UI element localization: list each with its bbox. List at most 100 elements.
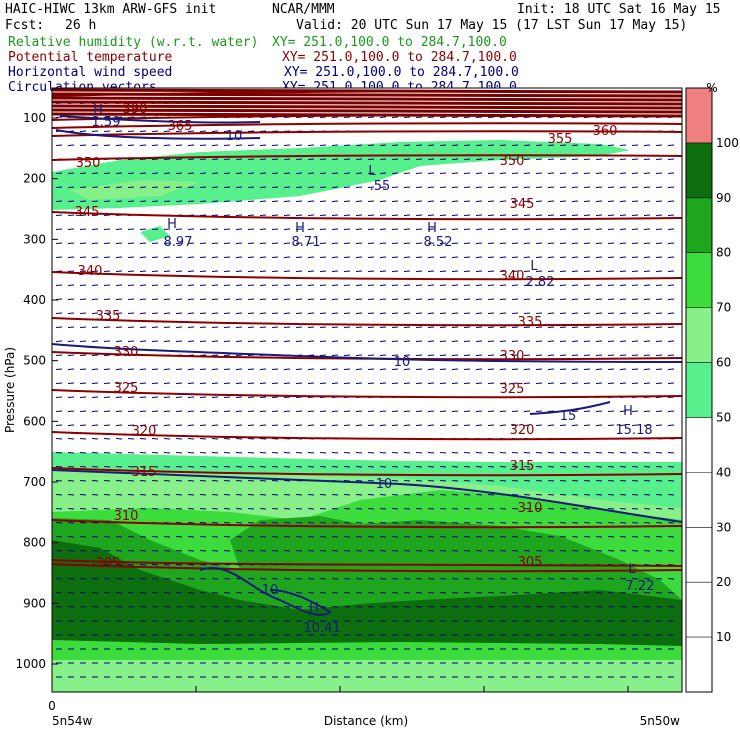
circulation-vector	[559, 424, 567, 426]
circulation-vector	[631, 284, 639, 286]
circulation-vector	[655, 312, 663, 314]
circulation-vector	[331, 578, 339, 580]
circulation-vector	[487, 592, 495, 594]
circulation-vector	[511, 354, 519, 356]
theta-contour-stratosphere	[51, 100, 683, 106]
circulation-vector	[631, 200, 639, 202]
circulation-vector	[523, 466, 531, 468]
circulation-vector	[499, 256, 507, 258]
circulation-vector	[151, 382, 159, 384]
theta-label: 335	[518, 315, 543, 330]
circulation-vector	[499, 452, 507, 454]
circulation-vector	[391, 312, 399, 314]
circulation-vector	[295, 172, 303, 174]
circulation-vector	[391, 116, 399, 118]
circulation-vector	[379, 508, 387, 510]
circulation-vector	[379, 424, 387, 426]
circulation-vector	[643, 606, 651, 608]
circulation-vector	[583, 340, 591, 342]
circulation-vector	[511, 480, 519, 482]
circulation-vector	[607, 410, 615, 412]
circulation-vector	[163, 326, 171, 328]
circulation-vector	[55, 550, 63, 552]
circulation-vector	[199, 480, 207, 482]
circulation-vector	[151, 312, 159, 314]
circulation-vector	[499, 578, 507, 580]
circulation-vector	[559, 592, 567, 594]
circulation-vector	[511, 368, 519, 370]
circulation-vector	[247, 368, 255, 370]
circulation-vector	[307, 284, 315, 286]
circulation-vector	[583, 382, 591, 384]
circulation-vector	[619, 200, 627, 202]
circulation-vector	[463, 144, 471, 146]
circulation-vector	[247, 536, 255, 538]
circulation-vector	[367, 340, 375, 342]
theta-label: 365	[168, 119, 193, 134]
circulation-vector	[607, 424, 615, 426]
circulation-vector	[259, 606, 267, 608]
circulation-vector	[451, 256, 459, 258]
circulation-vector	[571, 186, 579, 188]
circulation-vector	[475, 494, 483, 496]
circulation-vector	[571, 312, 579, 314]
circulation-vector	[247, 522, 255, 524]
circulation-vector	[523, 228, 531, 230]
circulation-vector	[211, 550, 219, 552]
circulation-vector	[187, 144, 195, 146]
circulation-vector	[223, 382, 231, 384]
circulation-vector	[487, 340, 495, 342]
circulation-vector	[67, 186, 75, 188]
circulation-vector	[55, 200, 63, 202]
circulation-vector	[55, 494, 63, 496]
circulation-vector	[67, 270, 75, 272]
circulation-vector	[619, 424, 627, 426]
circulation-vector	[619, 312, 627, 314]
circulation-vector	[595, 158, 603, 160]
circulation-vector	[343, 522, 351, 524]
circulation-vector	[667, 144, 675, 146]
circulation-vector	[211, 592, 219, 594]
circulation-vector	[463, 522, 471, 524]
circulation-vector	[523, 158, 531, 160]
circulation-vector	[583, 480, 591, 482]
circulation-vector	[535, 312, 543, 314]
circulation-vector	[79, 298, 87, 300]
circulation-vector	[175, 578, 183, 580]
circulation-vector	[511, 284, 519, 286]
circulation-vector	[571, 494, 579, 496]
circulation-vector	[211, 536, 219, 538]
circulation-vector	[163, 256, 171, 258]
circulation-vector	[547, 200, 555, 202]
circulation-vector	[211, 494, 219, 496]
circulation-vector	[103, 284, 111, 286]
circulation-vector	[103, 144, 111, 146]
extremum-value: .55	[370, 179, 391, 194]
circulation-vector	[355, 382, 363, 384]
circulation-vector	[247, 424, 255, 426]
circulation-vector	[331, 158, 339, 160]
theta-label: 360	[593, 124, 618, 139]
circulation-vector	[475, 606, 483, 608]
circulation-vector	[499, 508, 507, 510]
circulation-vector	[331, 270, 339, 272]
circulation-vector	[403, 158, 411, 160]
circulation-vector	[583, 228, 591, 230]
circulation-vector	[223, 270, 231, 272]
circulation-vector	[499, 466, 507, 468]
circulation-vector	[343, 410, 351, 412]
circulation-vector	[355, 340, 363, 342]
circulation-vector	[547, 368, 555, 370]
circulation-vector	[355, 270, 363, 272]
circulation-vector	[655, 144, 663, 146]
circulation-vector	[235, 606, 243, 608]
circulation-vector	[247, 256, 255, 258]
circulation-vector	[355, 578, 363, 580]
circulation-vector	[211, 214, 219, 216]
circulation-vector	[223, 592, 231, 594]
circulation-vector	[463, 480, 471, 482]
valid-time: Valid: 20 UTC Sun 17 May 15 (17 LST Sun …	[296, 18, 687, 33]
circulation-vector	[487, 606, 495, 608]
circulation-vector	[139, 298, 147, 300]
circulation-vector	[427, 340, 435, 342]
